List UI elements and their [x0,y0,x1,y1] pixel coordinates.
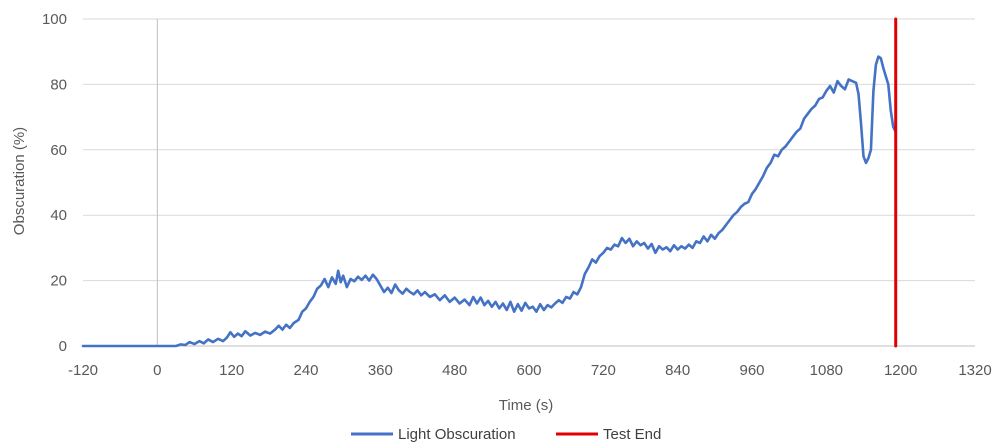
legend-label-test-end: Test End [603,426,661,443]
legend-label-light-obscuration: Light Obscuration [398,426,516,443]
series-line-light-obscuration [81,55,898,348]
x-tick-label: 600 [516,362,541,379]
y-tick-label: 80 [50,76,67,93]
x-tick-label: 840 [665,362,690,379]
x-tick-label: 720 [591,362,616,379]
y-tick-label: 20 [50,273,67,290]
x-tick-label: 0 [153,362,161,379]
y-tick-label: 60 [50,142,67,159]
x-axis-title: Time (s) [499,397,553,414]
x-tick-label: 1080 [810,362,843,379]
x-tick-label: 960 [739,362,764,379]
y-tick-label: 0 [59,338,67,355]
x-tick-label: 480 [442,362,467,379]
y-tick-label: 100 [42,11,67,28]
x-tick-label: 1200 [884,362,917,379]
legend: Light Obscuration Test End [351,426,661,443]
x-tick-label: 240 [293,362,318,379]
x-tick-label: 360 [368,362,393,379]
y-tick-label: 40 [50,207,67,224]
series-group [81,17,898,348]
x-tick-label: -120 [68,362,98,379]
y-axis-title: Obscuration (%) [11,127,28,235]
y-tick-labels: 0 20 40 60 80 100 [42,11,67,355]
x-tick-labels: -120 0 120 240 360 480 600 720 840 960 1080 1200 132… [68,362,992,379]
x-tick-label: 120 [219,362,244,379]
x-tick-label: 1320 [958,362,991,379]
gridlines [83,18,975,282]
